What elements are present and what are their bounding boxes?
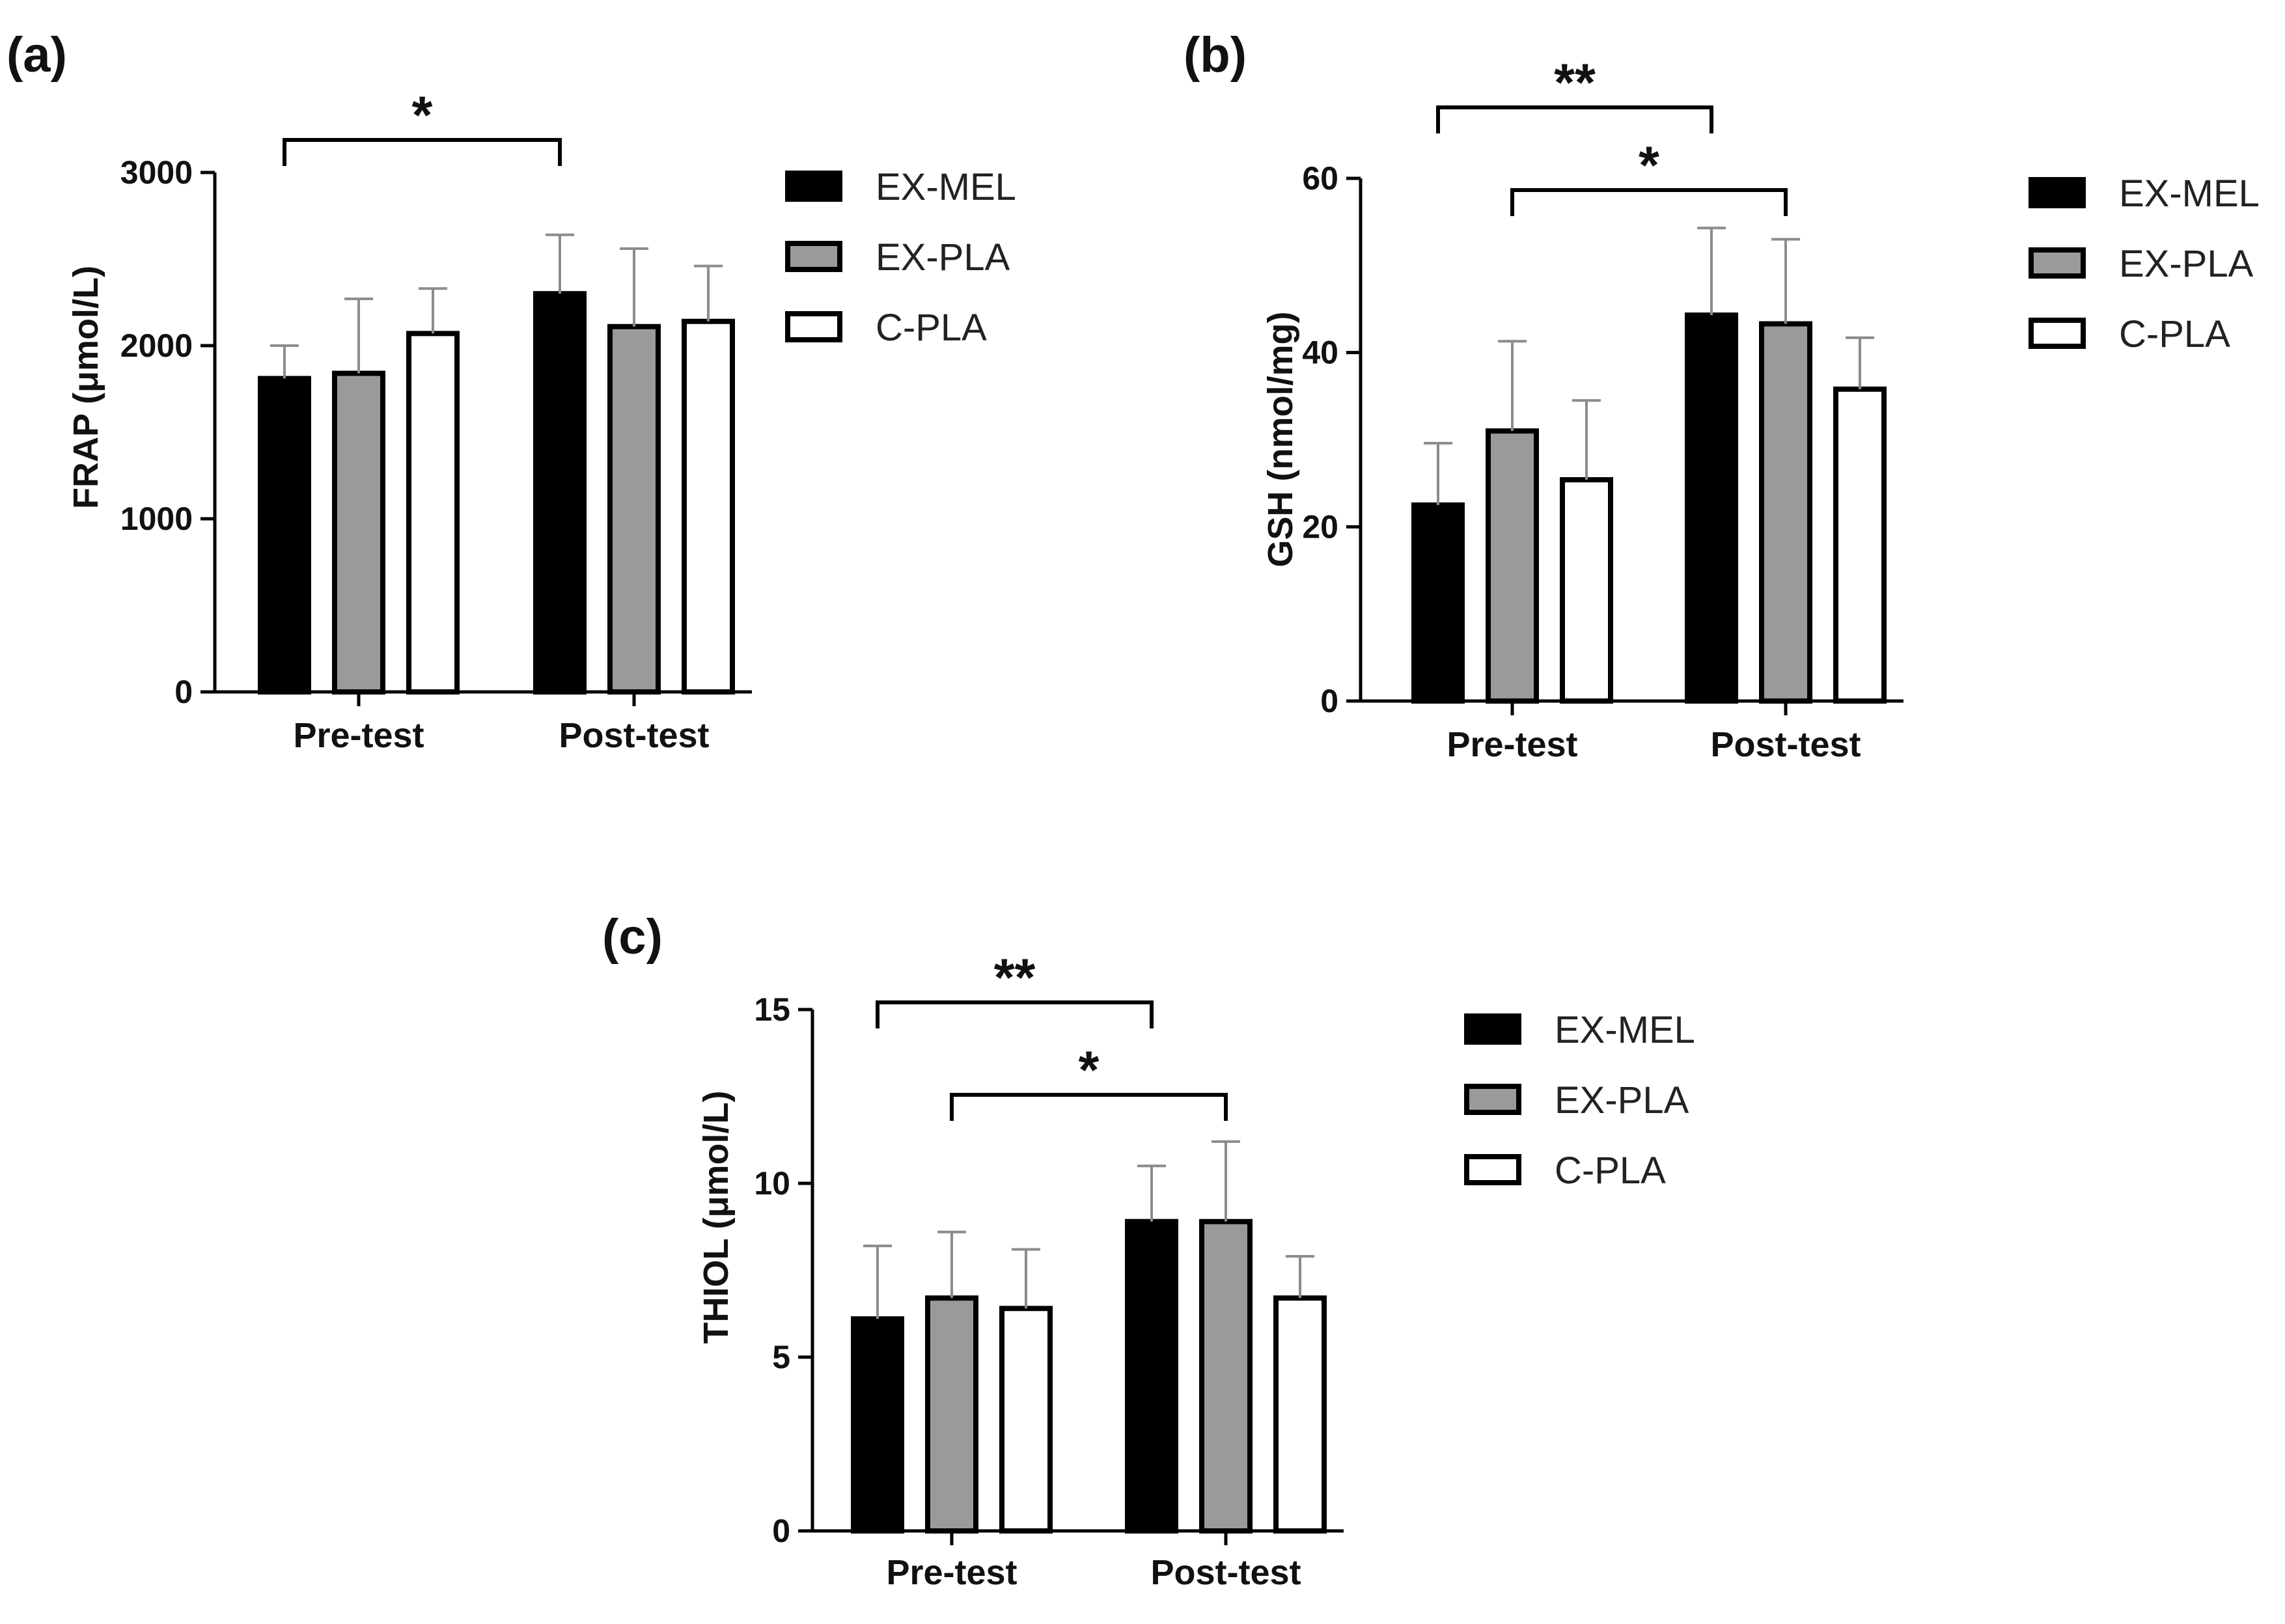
y-tick-label: 40 (1302, 335, 1338, 371)
legend-swatch-c-pla (785, 311, 842, 342)
bar-ex-mel-post-test (1125, 1218, 1178, 1534)
legend-swatch-ex-pla (1464, 1084, 1521, 1115)
significance-marker: * (1639, 136, 1659, 195)
panel-label: (b) (1184, 27, 1247, 83)
significance-brackets: *** (1436, 53, 1788, 216)
error-bars (863, 1140, 1314, 1319)
error-bars (270, 233, 723, 379)
bar-c-pla-pre-test (999, 1306, 1053, 1534)
y-axis-label: FRAP (μmol/L) (66, 266, 105, 509)
x-category-label-post-test: Post-test (1710, 725, 1861, 764)
y-tick-label: 0 (1320, 683, 1338, 719)
y-tick-label: 2000 (120, 327, 193, 364)
bars (258, 291, 735, 695)
significance-brackets: * (283, 86, 562, 166)
axes: 0 5 10 15 Pre-test Post-test (754, 991, 1344, 1592)
axes: 0 1000 2000 3000 Pre-test Post-test (120, 154, 752, 755)
y-axis-label: GSH (nmol/mg) (1261, 312, 1300, 568)
y-axis-label: THIOL (μmol/L) (697, 1091, 736, 1344)
x-category-label-pre-test: Pre-test (293, 716, 424, 755)
panel-label: (c) (602, 909, 663, 965)
legend-label-ex-mel: EX-MEL (2119, 172, 2260, 215)
bar-ex-mel-pre-test (1411, 502, 1465, 704)
panel-b-chart: (b) GSH (nmol/mg) 0 20 40 60 Pre-test Post-te… (1184, 27, 2260, 764)
significance-marker: ** (1554, 53, 1596, 113)
legend-swatch-ex-mel (1464, 1013, 1521, 1045)
significance-bracket (1510, 188, 1788, 216)
legend: EX-MEL EX-PLA C-PLA (2029, 172, 2260, 355)
significance-bracket (876, 1000, 1154, 1028)
x-category-label-pre-test: Pre-test (1447, 725, 1577, 764)
bar-c-pla-post-test (1273, 1295, 1327, 1534)
y-tick-label: 5 (772, 1339, 790, 1375)
panel-label: (a) (7, 27, 67, 83)
bar-ex-pla-pre-test (1486, 428, 1539, 704)
legend-label-c-pla: C-PLA (2119, 313, 2230, 355)
legend-label-ex-mel: EX-MEL (876, 166, 1016, 208)
y-tick-label: 15 (754, 991, 790, 1028)
y-tick-label: 60 (1302, 160, 1338, 197)
legend-label-ex-pla: EX-PLA (876, 236, 1010, 279)
legend-label-ex-pla: EX-PLA (2119, 243, 2254, 285)
y-tick-label: 3000 (120, 154, 193, 191)
bar-c-pla-pre-test (406, 331, 460, 695)
legend-swatch-c-pla (2029, 318, 2086, 349)
bar-ex-pla-post-test (607, 323, 661, 695)
legend: EX-MEL EX-PLA C-PLA (785, 166, 1016, 349)
bar-ex-mel-post-test (533, 291, 587, 695)
legend-swatch-ex-pla (2029, 247, 2086, 279)
significance-bracket (283, 138, 562, 166)
y-tick-label: 10 (754, 1165, 790, 1202)
bars (1411, 312, 1887, 704)
y-tick-label: 1000 (120, 501, 193, 537)
x-category-label-pre-test: Pre-test (886, 1553, 1017, 1592)
panel-c-chart: (c) THIOL (μmol/L) 0 5 10 15 Pre-test Post-te… (602, 909, 1695, 1592)
legend: EX-MEL EX-PLA C-PLA (1464, 1009, 1695, 1192)
error-bars (1424, 227, 1874, 505)
bar-ex-mel-pre-test (851, 1316, 904, 1534)
bar-c-pla-post-test (682, 318, 735, 695)
y-tick-label: 0 (174, 674, 193, 710)
axes: 0 20 40 60 Pre-test Post-test (1302, 160, 1904, 764)
x-category-label-post-test: Post-test (1150, 1553, 1301, 1592)
significance-bracket (950, 1093, 1228, 1121)
bar-ex-pla-pre-test (332, 370, 385, 695)
legend-label-c-pla: C-PLA (1555, 1149, 1666, 1192)
y-tick-label: 20 (1302, 508, 1338, 545)
legend-swatch-ex-mel (785, 171, 842, 202)
legend-label-c-pla: C-PLA (876, 307, 987, 349)
y-tick-label: 0 (772, 1513, 790, 1549)
bar-c-pla-post-test (1833, 386, 1887, 704)
bar-ex-pla-post-test (1759, 321, 1812, 704)
significance-brackets: *** (876, 948, 1228, 1121)
legend-swatch-ex-pla (785, 241, 842, 272)
bar-c-pla-pre-test (1560, 477, 1613, 704)
legend-swatch-c-pla (1464, 1154, 1521, 1185)
x-category-label-post-test: Post-test (559, 716, 709, 755)
legend-swatch-ex-mel (2029, 177, 2086, 208)
panel-a-chart: (a) FRAP (μmol/L) 0 1000 2000 3000 Pre-test P… (7, 27, 1016, 755)
significance-marker: * (1079, 1041, 1100, 1100)
significance-marker: ** (994, 948, 1036, 1008)
legend-label-ex-pla: EX-PLA (1555, 1079, 1689, 1122)
bar-ex-pla-post-test (1199, 1218, 1253, 1534)
legend-label-ex-mel: EX-MEL (1555, 1009, 1695, 1051)
significance-marker: * (412, 86, 433, 145)
bars (851, 1218, 1327, 1534)
significance-bracket (1436, 105, 1713, 133)
bar-ex-mel-post-test (1685, 312, 1738, 704)
bar-ex-mel-pre-test (258, 376, 311, 695)
bar-ex-pla-pre-test (925, 1295, 978, 1534)
